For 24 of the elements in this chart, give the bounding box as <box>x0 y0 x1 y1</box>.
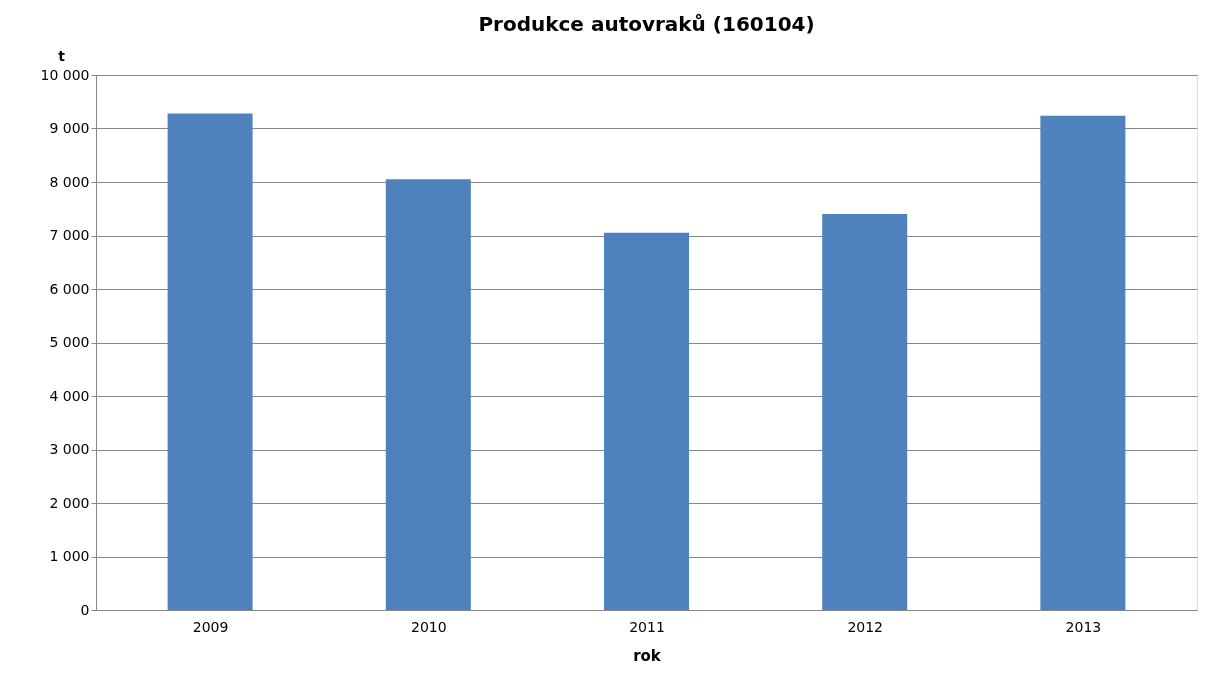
y-tick-label: 3 000 <box>49 441 90 457</box>
bar <box>167 113 253 610</box>
y-tick-label: 4 000 <box>49 387 90 404</box>
bar <box>385 179 471 610</box>
y-tick-label: 6 000 <box>49 280 90 297</box>
x-tick-label: 2010 <box>410 618 447 635</box>
y-axis-title: t <box>58 47 66 64</box>
x-axis-title: rok <box>633 646 662 665</box>
y-tick-label: 2 000 <box>49 494 90 511</box>
y-tick-label: 1 000 <box>49 548 90 564</box>
bar <box>604 232 689 610</box>
y-tick-label: 10 000 <box>40 66 90 83</box>
y-tick-label: 9 000 <box>49 120 90 136</box>
y-tick-label: 0 <box>80 601 90 618</box>
chart-title: Produkce autovraků (160104) <box>478 12 815 36</box>
x-tick-label: 2009 <box>192 618 229 635</box>
x-tick-label: 2011 <box>629 618 665 635</box>
y-tick-label: 7 000 <box>49 227 90 243</box>
x-tick-label: 2012 <box>847 618 884 635</box>
bar <box>822 214 908 610</box>
x-tick-label: 2013 <box>1065 618 1102 635</box>
y-tick-label: 5 000 <box>49 334 90 350</box>
y-tick-label: 8 000 <box>49 173 90 190</box>
bar <box>1040 115 1126 610</box>
